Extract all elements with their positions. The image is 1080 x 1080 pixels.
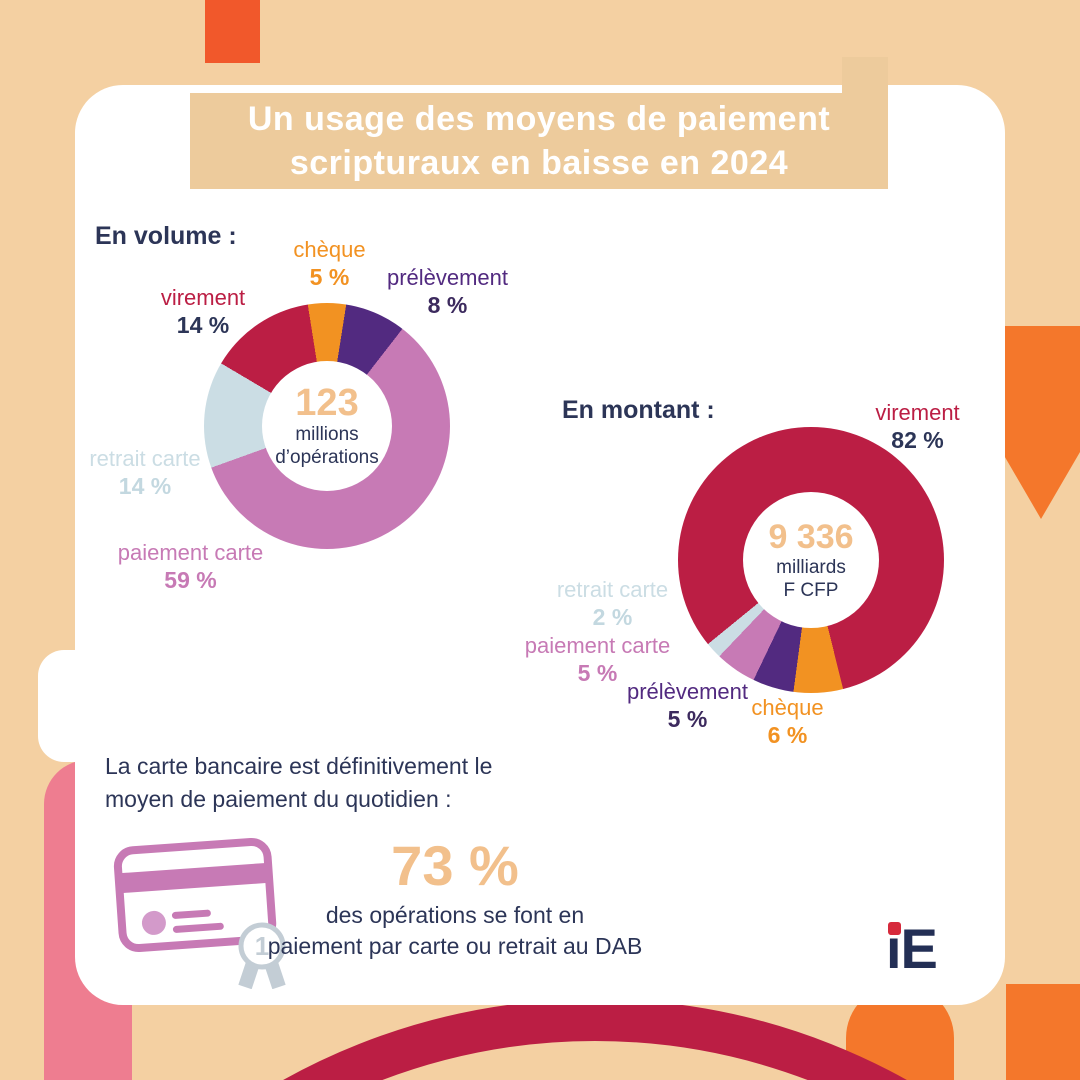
donut-chart-montant: 9 336 milliards F CFP [678, 427, 944, 693]
label-montant-paiement-carte-pct: 5 % [577, 660, 618, 686]
donut-montant-center-line2: F CFP [783, 580, 839, 601]
donut-montant-center: 9 336 milliards F CFP [743, 492, 879, 628]
label-volume-paiement-carte-name: paiement carte [117, 540, 264, 565]
footer-intro: La carte bancaire est définitivement le … [105, 750, 565, 816]
label-montant-cheque-pct: 6 % [767, 722, 808, 748]
label-volume-retrait-carte-name: retrait carte [89, 446, 201, 471]
heading-en-montant: En montant : [562, 396, 715, 424]
label-montant-paiement-carte: paiement carte 5 % [515, 633, 680, 687]
label-volume-retrait-carte: retrait carte 14 % [75, 446, 215, 500]
stat-caption-line2: paiement par carte ou retrait au DAB [267, 933, 643, 959]
label-montant-paiement-carte-name: paiement carte [524, 633, 671, 658]
stat-caption: des opérations se font en paiement par c… [240, 900, 670, 962]
label-montant-virement-pct: 82 % [891, 427, 944, 453]
page-title-line1: Un usage des moyens de paiement [247, 100, 831, 138]
stat-73-percent: 73 % [391, 834, 519, 897]
label-volume-virement-name: virement [160, 285, 246, 310]
stat-caption-line1: des opérations se font en [325, 902, 585, 928]
decor-down-arrow [1002, 326, 1080, 519]
label-montant-cheque: chèque 6 % [740, 695, 835, 749]
medal-number: 1 [255, 931, 269, 961]
label-volume-retrait-carte-pct: 14 % [118, 473, 172, 499]
ieom-logo-red-dot [888, 922, 901, 935]
decor-orange-bar-right [1006, 984, 1080, 1080]
page-title-line2: scripturaux en baisse en 2024 [289, 144, 789, 182]
donut-montant-center-value: 9 336 [768, 518, 854, 556]
label-volume-virement: virement 14 % [148, 285, 258, 339]
label-volume-prelevement-name: prélèvement [386, 265, 509, 290]
label-montant-prelevement-pct: 5 % [667, 706, 708, 732]
ieom-logo: iE [886, 916, 938, 981]
label-volume-cheque-name: chèque [293, 237, 366, 262]
label-volume-prelevement: prélèvement 8 % [375, 265, 520, 319]
footer-intro-line1: La carte bancaire est définitivement le [105, 753, 493, 779]
donut-volume-center-value: 123 [295, 382, 359, 424]
label-montant-prelevement-name: prélèvement [626, 679, 749, 704]
footer-intro-line2: moyen de paiement du quotidien : [105, 786, 452, 812]
title-banner: Un usage des moyens de paiement scriptur… [190, 57, 888, 189]
credit-card-icon: 1 [113, 837, 286, 989]
banner-corner-tab [842, 57, 888, 93]
label-volume-paiement-carte-pct: 59 % [164, 567, 217, 593]
label-volume-paiement-carte: paiement carte 59 % [103, 540, 278, 594]
label-volume-cheque-pct: 5 % [309, 264, 350, 290]
decor-orange-rectangle [205, 0, 260, 63]
label-volume-cheque: chèque 5 % [282, 237, 377, 291]
donut-volume-center: 123 millions d’opérations [262, 361, 392, 491]
label-montant-retrait-carte: retrait carte 2 % [545, 577, 680, 631]
donut-montant-center-line1: milliards [776, 557, 846, 578]
label-montant-cheque-name: chèque [751, 695, 824, 720]
label-montant-prelevement: prélèvement 5 % [615, 679, 760, 733]
heading-en-volume: En volume : [95, 222, 237, 250]
label-montant-virement-name: virement [875, 400, 960, 425]
medal-icon: 1 [238, 922, 286, 989]
donut-chart-volume: 123 millions d’opérations [204, 303, 450, 549]
label-montant-virement: virement 82 % [860, 400, 975, 454]
label-volume-prelevement-pct: 8 % [427, 292, 468, 318]
label-montant-retrait-carte-name: retrait carte [556, 577, 669, 602]
donut-volume-center-line2: d’opérations [275, 447, 379, 468]
donut-volume-center-line1: millions [295, 424, 359, 445]
label-volume-virement-pct: 14 % [176, 312, 230, 338]
label-montant-retrait-carte-pct: 2 % [592, 604, 633, 630]
